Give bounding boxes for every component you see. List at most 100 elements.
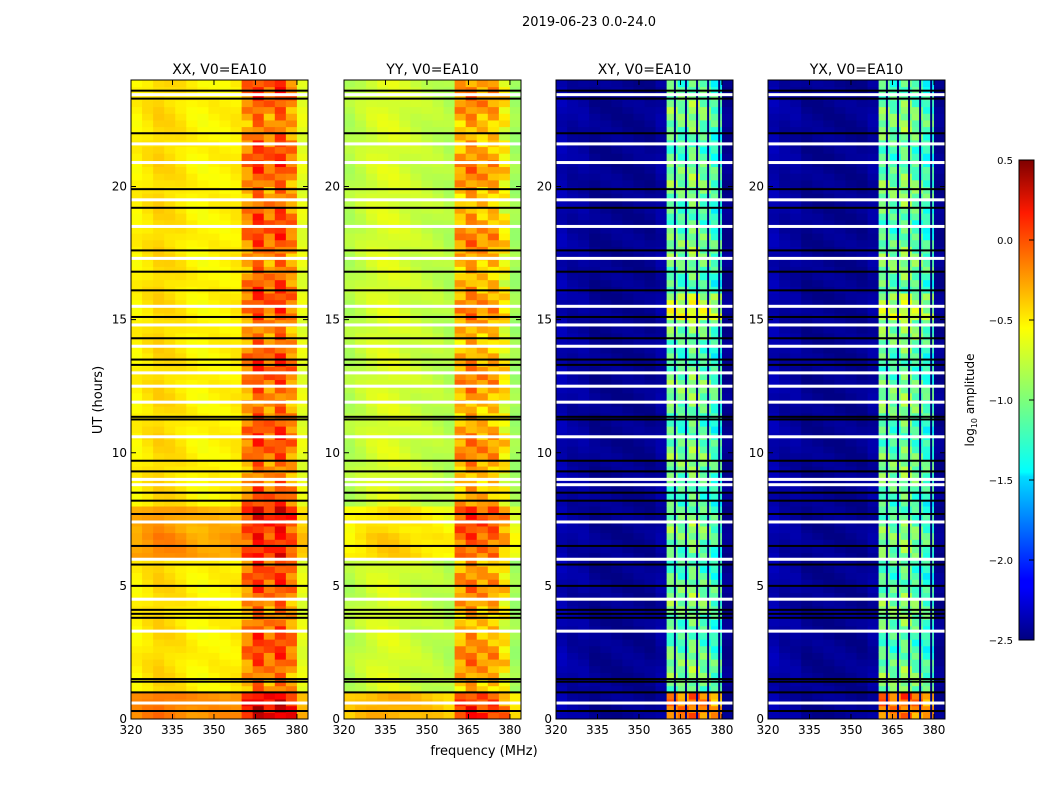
heatmap-cell bbox=[721, 119, 734, 128]
heatmap-cell bbox=[721, 179, 734, 187]
heatmap-cell bbox=[556, 545, 568, 554]
heatmap-cell bbox=[611, 539, 623, 547]
flagged-row-black bbox=[344, 89, 521, 92]
heatmap-cell bbox=[241, 652, 254, 660]
heatmap-cell bbox=[454, 386, 467, 394]
heatmap-cell bbox=[399, 352, 411, 361]
flagged-row-black bbox=[344, 499, 521, 502]
heatmap-cell bbox=[688, 226, 701, 234]
flagged-row-black bbox=[556, 289, 733, 292]
heatmap-cell bbox=[197, 193, 209, 201]
heatmap-cell bbox=[410, 352, 422, 361]
heatmap-cell bbox=[633, 685, 645, 693]
heatmap-cell bbox=[164, 639, 176, 647]
heatmap-cell bbox=[454, 153, 467, 161]
heatmap-cell bbox=[666, 459, 679, 467]
heatmap-cell bbox=[443, 565, 456, 574]
heatmap-cell bbox=[721, 332, 734, 341]
heatmap-cell bbox=[476, 712, 489, 720]
heatmap-cell bbox=[366, 452, 378, 460]
heatmap-cell bbox=[388, 572, 400, 580]
heatmap-cell bbox=[197, 632, 209, 640]
heatmap-cell bbox=[487, 612, 500, 620]
heatmap-cell bbox=[252, 512, 265, 520]
heatmap-cell bbox=[600, 692, 612, 700]
heatmap-cell bbox=[476, 146, 489, 154]
y-tick-label: 10 bbox=[112, 446, 127, 460]
heatmap-cell bbox=[410, 80, 422, 88]
heatmap-cell bbox=[296, 532, 309, 540]
heatmap-cell bbox=[567, 146, 579, 154]
heatmap-cell bbox=[476, 452, 489, 460]
heatmap-cell bbox=[476, 685, 489, 693]
heatmap-cell bbox=[399, 525, 411, 534]
heatmap-cell bbox=[344, 80, 356, 88]
flagged-row-white bbox=[556, 483, 733, 487]
heatmap-cell bbox=[567, 459, 579, 467]
heatmap-cell bbox=[454, 106, 467, 114]
heatmap-cell bbox=[366, 565, 378, 574]
heatmap-cell bbox=[377, 625, 389, 633]
heatmap-cell bbox=[666, 439, 679, 447]
heatmap-cell bbox=[241, 193, 254, 201]
heatmap-cell bbox=[677, 239, 690, 247]
heatmap-cell bbox=[677, 93, 690, 101]
heatmap-cell bbox=[366, 80, 378, 88]
heatmap-cell bbox=[556, 233, 568, 241]
heatmap-cell bbox=[399, 579, 411, 587]
heatmap-cell bbox=[589, 439, 601, 447]
heatmap-cell bbox=[699, 492, 712, 500]
heatmap-cell bbox=[285, 366, 298, 374]
heatmap-cell bbox=[487, 426, 500, 434]
heatmap-cell bbox=[567, 492, 579, 500]
heatmap-cell bbox=[688, 233, 701, 241]
heatmap-cell bbox=[498, 672, 511, 680]
heatmap-cell bbox=[274, 446, 287, 454]
heatmap-cell bbox=[600, 173, 612, 181]
heatmap-cell bbox=[377, 632, 389, 640]
heatmap-cell bbox=[611, 472, 623, 480]
heatmap-cell bbox=[498, 532, 511, 540]
heatmap-cell bbox=[443, 93, 456, 101]
heatmap-cell bbox=[344, 299, 356, 307]
heatmap-cell bbox=[241, 266, 254, 274]
heatmap-cell bbox=[399, 332, 411, 341]
heatmap-cell bbox=[175, 572, 187, 580]
heatmap-cell bbox=[296, 552, 309, 560]
heatmap-cell bbox=[622, 379, 634, 387]
heatmap-cell bbox=[768, 266, 780, 274]
heatmap-cell bbox=[263, 259, 276, 267]
heatmap-cell bbox=[768, 386, 780, 394]
heatmap-cell bbox=[377, 359, 389, 367]
heatmap-cell bbox=[399, 446, 411, 454]
heatmap-cell bbox=[688, 80, 701, 88]
heatmap-cell bbox=[142, 486, 154, 494]
heatmap-cell bbox=[556, 173, 568, 181]
heatmap-cell bbox=[153, 239, 165, 247]
heatmap-cell bbox=[633, 219, 645, 227]
heatmap-cell bbox=[768, 206, 780, 214]
heatmap-cell bbox=[465, 559, 478, 567]
heatmap-cell bbox=[509, 419, 522, 427]
heatmap-cell bbox=[556, 253, 568, 261]
heatmap-cell bbox=[355, 199, 367, 207]
heatmap-cell bbox=[644, 279, 657, 287]
heatmap-cell bbox=[186, 512, 198, 520]
heatmap-cell bbox=[487, 99, 500, 108]
heatmap-cell bbox=[454, 565, 467, 574]
heatmap-cell bbox=[285, 199, 298, 207]
heatmap-cell bbox=[644, 499, 657, 507]
heatmap-cell bbox=[498, 306, 511, 314]
heatmap-cell bbox=[197, 93, 209, 101]
heatmap-cell bbox=[186, 199, 198, 207]
heatmap-cell bbox=[410, 639, 422, 647]
heatmap-cell bbox=[666, 426, 679, 434]
heatmap-cell bbox=[421, 266, 433, 274]
flagged-row-black bbox=[344, 616, 521, 619]
heatmap-cell bbox=[556, 692, 568, 700]
heatmap-cell bbox=[578, 219, 590, 227]
heatmap-cell bbox=[296, 506, 309, 514]
heatmap-cell bbox=[197, 525, 209, 534]
flagged-row-black bbox=[131, 584, 308, 587]
heatmap-cell bbox=[355, 426, 367, 434]
